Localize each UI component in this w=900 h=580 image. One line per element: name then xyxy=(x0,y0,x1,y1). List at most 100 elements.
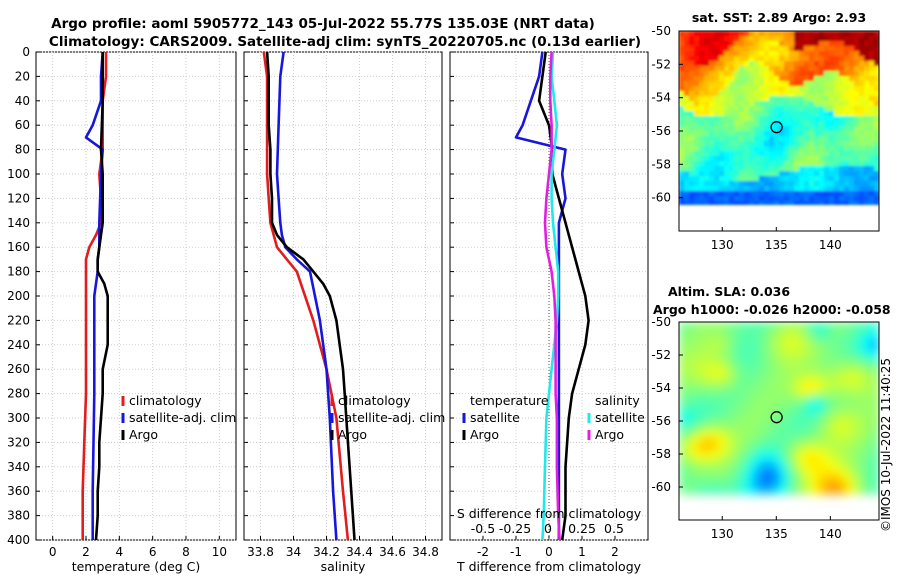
map-cell xyxy=(794,71,800,77)
map-cell xyxy=(784,452,790,458)
map-cell xyxy=(799,166,805,172)
map-cell xyxy=(764,111,770,117)
map-cell xyxy=(749,487,755,493)
map-cell xyxy=(834,161,840,167)
map-cell xyxy=(714,171,720,177)
map-cell xyxy=(759,342,765,348)
map-cell xyxy=(734,322,740,328)
map-cell xyxy=(759,121,765,127)
map-cell xyxy=(744,452,750,458)
map-cell xyxy=(849,31,855,37)
map-cell xyxy=(759,111,765,117)
map-cell xyxy=(714,407,720,413)
map-cell xyxy=(699,407,705,413)
map-cell xyxy=(714,467,720,473)
map-cell xyxy=(864,377,870,383)
map-cell xyxy=(764,151,770,157)
map-cell xyxy=(769,76,775,82)
map-cell xyxy=(794,442,800,448)
map-cell xyxy=(734,81,740,87)
map-cell xyxy=(684,131,690,137)
map-cell xyxy=(854,41,860,47)
map-cell xyxy=(684,442,690,448)
map-cell xyxy=(679,66,685,72)
map-cell xyxy=(814,56,820,62)
map-cell xyxy=(849,327,855,333)
map-cell xyxy=(799,151,805,157)
map-cell xyxy=(679,156,685,162)
map-cell xyxy=(694,116,700,122)
map-cell xyxy=(869,136,875,142)
map-cell xyxy=(704,337,710,343)
map-cell xyxy=(759,161,765,167)
map-cell xyxy=(679,347,685,353)
map-cell xyxy=(819,176,825,182)
map-cell xyxy=(814,106,820,112)
map-cell xyxy=(704,31,710,37)
map-cell xyxy=(814,191,820,197)
y-tick-label: 120 xyxy=(7,191,30,205)
map-cell xyxy=(679,181,685,187)
map-cell xyxy=(789,76,795,82)
map-cell xyxy=(769,181,775,187)
map-y-tick-label: -54 xyxy=(651,381,671,395)
map-cell xyxy=(814,352,820,358)
map-cell xyxy=(679,146,685,152)
map-cell xyxy=(689,121,695,127)
map-cell xyxy=(714,432,720,438)
map-cell xyxy=(719,201,725,205)
map-cell xyxy=(709,126,715,132)
map-cell xyxy=(849,41,855,47)
map-cell xyxy=(774,41,780,47)
map-cell xyxy=(724,176,730,182)
map-cell xyxy=(824,412,830,418)
map-cell xyxy=(764,472,770,478)
map-cell xyxy=(859,347,865,353)
map-cell xyxy=(809,402,815,408)
map-cell xyxy=(854,337,860,343)
map-cell xyxy=(839,462,845,468)
map-cell xyxy=(769,402,775,408)
map-cell xyxy=(724,76,730,82)
map-cell xyxy=(829,387,835,393)
map-cell xyxy=(809,56,815,62)
map-cell xyxy=(824,367,830,373)
map-cell xyxy=(694,322,700,328)
map-cell xyxy=(789,452,795,458)
map-cell xyxy=(689,357,695,363)
map-cell xyxy=(809,352,815,358)
map-cell xyxy=(679,372,685,378)
map-cell xyxy=(839,136,845,142)
map-cell xyxy=(824,126,830,132)
map-cell xyxy=(679,337,685,343)
map-cell xyxy=(874,116,879,122)
map-cell xyxy=(729,352,735,358)
map-cell xyxy=(739,146,745,152)
map-cell xyxy=(864,492,870,495)
map-cell xyxy=(859,422,865,428)
map-cell xyxy=(819,362,825,368)
map-cell xyxy=(734,457,740,463)
map-cell xyxy=(769,467,775,473)
map-cell xyxy=(789,442,795,448)
map-cell xyxy=(854,392,860,398)
map-cell xyxy=(764,86,770,92)
map-cell xyxy=(749,141,755,147)
map-cell xyxy=(714,166,720,172)
map-cell xyxy=(714,181,720,187)
map-cell xyxy=(704,367,710,373)
map-cell xyxy=(874,407,879,413)
map-cell xyxy=(804,412,810,418)
map-cell xyxy=(874,161,879,167)
map-cell xyxy=(854,121,860,127)
map-cell xyxy=(729,31,735,37)
map-cell xyxy=(739,136,745,142)
map-cell xyxy=(789,156,795,162)
map-cell xyxy=(764,201,770,205)
map-cell xyxy=(724,61,730,67)
map-cell xyxy=(779,56,785,62)
map-cell xyxy=(689,81,695,87)
map-cell xyxy=(849,382,855,388)
map-cell xyxy=(774,347,780,353)
map-cell xyxy=(694,492,700,495)
